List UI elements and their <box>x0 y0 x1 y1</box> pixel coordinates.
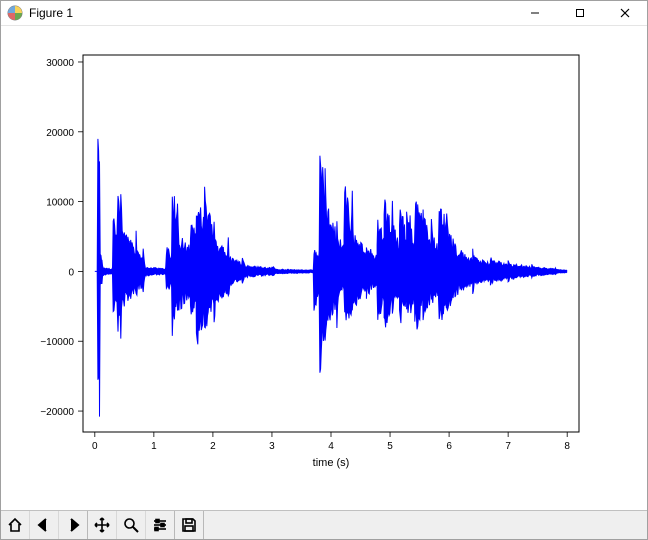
forward-button[interactable] <box>59 511 87 539</box>
svg-text:6: 6 <box>446 441 452 452</box>
home-button[interactable] <box>1 511 30 539</box>
svg-text:4: 4 <box>328 441 334 452</box>
subplots-icon <box>151 516 169 534</box>
minimize-button[interactable] <box>512 1 557 25</box>
save-icon <box>180 516 198 534</box>
svg-text:3: 3 <box>269 441 275 452</box>
svg-text:−20000: −20000 <box>40 407 74 418</box>
svg-text:7: 7 <box>505 441 511 452</box>
toolbar-group-2 <box>88 511 175 539</box>
window-title: Figure 1 <box>29 6 73 20</box>
close-button[interactable] <box>602 1 647 25</box>
titlebar[interactable]: Figure 1 <box>1 1 647 26</box>
app-icon <box>7 5 23 21</box>
svg-text:10000: 10000 <box>46 198 74 209</box>
svg-text:0: 0 <box>68 267 74 278</box>
svg-text:20000: 20000 <box>46 128 74 139</box>
svg-text:2: 2 <box>210 441 216 452</box>
figure-window: Figure 1 0 1 2 3 4 5 6 7 8 −20000 −10000 0 10000 2000… <box>0 0 648 540</box>
forward-icon <box>64 516 82 534</box>
svg-text:time (s): time (s) <box>313 457 350 469</box>
subplots-button[interactable] <box>146 511 174 539</box>
back-button[interactable] <box>30 511 59 539</box>
plot-canvas[interactable]: 0 1 2 3 4 5 6 7 8 −20000 −10000 0 10000 20000 30000 tim… <box>1 26 647 510</box>
toolbar-group-1 <box>1 511 88 539</box>
zoom-icon <box>122 516 140 534</box>
maximize-button[interactable] <box>557 1 602 25</box>
svg-text:5: 5 <box>387 441 393 452</box>
zoom-button[interactable] <box>117 511 146 539</box>
toolbar-group-3 <box>175 511 204 539</box>
svg-text:30000: 30000 <box>46 58 74 69</box>
pan-button[interactable] <box>88 511 117 539</box>
back-icon <box>35 516 53 534</box>
pan-icon <box>93 516 111 534</box>
svg-text:−10000: −10000 <box>40 337 74 348</box>
navigation-toolbar <box>1 510 647 539</box>
svg-text:8: 8 <box>564 441 570 452</box>
save-button[interactable] <box>175 511 203 539</box>
svg-text:0: 0 <box>92 441 98 452</box>
svg-text:1: 1 <box>151 441 157 452</box>
home-icon <box>6 516 24 534</box>
